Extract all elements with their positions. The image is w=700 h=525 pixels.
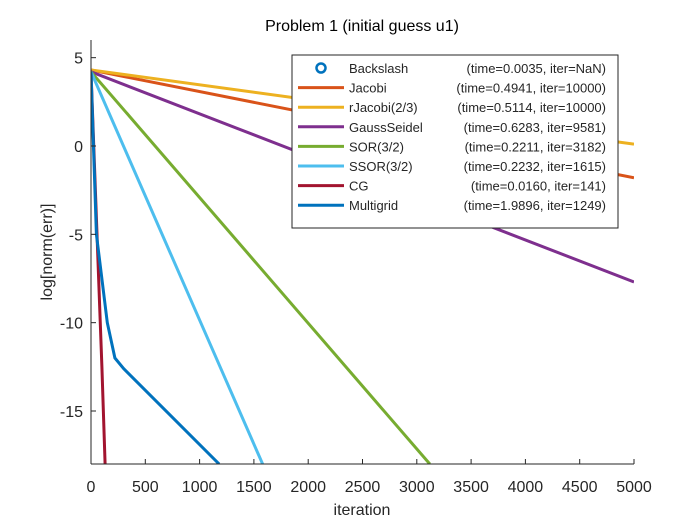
series-line-multigrid [91, 71, 221, 464]
legend-entry-info: (time=0.4941, iter=10000) [456, 81, 606, 96]
legend-entry-name: GaussSeidel [349, 120, 423, 135]
y-tick-label: -5 [69, 227, 83, 244]
y-tick-label: 5 [74, 51, 83, 68]
ticks: 0 500 1000 1500 2000 2500 3000 3500 4000 4500 5000… [60, 51, 652, 496]
y-tick-label: 0 [74, 139, 83, 156]
series-line-ssor-3-2- [91, 71, 264, 464]
x-tick-label: 4000 [508, 479, 544, 496]
legend-entry-name: SOR(3/2) [349, 139, 404, 154]
legend-entry-info: (time=1.9896, iter=1249) [464, 198, 606, 213]
chart-title: Problem 1 (initial guess u1) [265, 18, 459, 35]
x-tick-label: 1500 [236, 479, 272, 496]
y-tick-label: -15 [60, 404, 83, 421]
legend-entry-info: (time=0.0035, iter=NaN) [467, 61, 606, 76]
x-tick-label: 500 [132, 479, 159, 496]
legend-entry-info: (time=0.2232, iter=1615) [464, 159, 606, 174]
x-axis-label: iteration [334, 502, 391, 519]
y-axis-label: log[norm(err)] [39, 204, 56, 301]
legend-entry-name: rJacobi(2/3) [349, 100, 418, 115]
x-tick-label: 1000 [182, 479, 218, 496]
x-tick-label: 3000 [399, 479, 435, 496]
legend-entry-name: CG [349, 179, 369, 194]
legend-entry-name: Jacobi [349, 81, 387, 96]
x-tick-label: 5000 [616, 479, 652, 496]
legend-entry-info: (time=0.6283, iter=9581) [464, 120, 606, 135]
legend-box [291, 54, 619, 229]
legend-entry-info: (time=0.5114, iter=10000) [457, 100, 606, 115]
legend-marker [315, 62, 327, 74]
x-tick-label: 2500 [345, 479, 381, 496]
legend-entry-name: Backslash [349, 61, 408, 76]
legend-entry-info: (time=0.2211, iter=3182) [465, 139, 606, 154]
legend-entry-info: (time=0.0160, iter=141) [471, 179, 606, 194]
y-tick-label: -10 [60, 316, 83, 333]
legend-entry-name: SSOR(3/2) [349, 159, 413, 174]
x-tick-label: 0 [87, 479, 96, 496]
legend: Backslash (time=0.0035, iter=NaN) Jacobi (t… [291, 54, 619, 229]
x-tick-label: 3500 [453, 479, 489, 496]
legend-entry-name: Multigrid [349, 198, 398, 213]
x-tick-label: 4500 [562, 479, 598, 496]
series-line-sor-3-2- [91, 70, 431, 464]
x-tick-label: 2000 [290, 479, 326, 496]
